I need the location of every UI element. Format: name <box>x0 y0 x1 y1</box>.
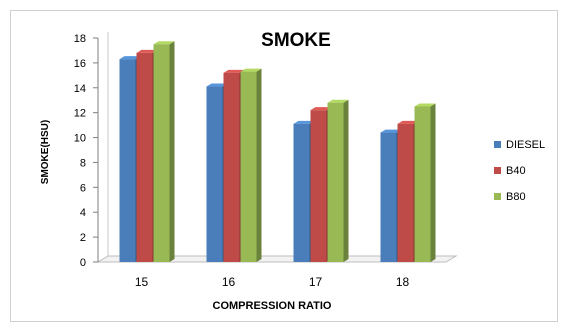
legend-swatch <box>494 141 501 148</box>
legend: DIESEL B40 B80 <box>494 139 545 203</box>
y-tick-label: 0 <box>80 257 86 269</box>
y-tick-label: 10 <box>74 133 86 145</box>
bar-b40-16 <box>223 72 240 262</box>
y-tick-label: 4 <box>80 207 86 219</box>
bar-top <box>397 120 419 124</box>
legend-swatch <box>494 193 501 200</box>
x-tick-label: 16 <box>222 275 236 289</box>
legend-label: B80 <box>506 191 526 203</box>
bar-diesel-16 <box>206 86 223 263</box>
y-tick-label: 12 <box>74 108 86 120</box>
bar-b40-18 <box>397 123 414 262</box>
bar-top <box>223 69 245 73</box>
bar-b80-15 <box>153 44 170 262</box>
bar-diesel-18 <box>380 132 397 262</box>
legend-label: DIESEL <box>506 139 545 151</box>
bar-side <box>430 103 436 262</box>
y-tick-label: 18 <box>74 33 86 45</box>
y-tick-label: 14 <box>74 83 86 95</box>
y-tick-label: 8 <box>80 157 86 169</box>
bar-b40-15 <box>136 52 153 262</box>
bar-top <box>206 83 228 87</box>
bar-b80-17 <box>327 102 344 262</box>
bar-side <box>256 68 262 262</box>
bar-top <box>327 99 349 103</box>
x-tick-label: 18 <box>396 275 410 289</box>
y-tick-label: 6 <box>80 182 86 194</box>
legend-swatch <box>494 167 501 174</box>
bar-b80-16 <box>240 71 257 262</box>
bar-top <box>240 68 262 72</box>
y-axis-label: SMOKE(HSU) <box>40 120 51 184</box>
bar-top <box>136 49 158 53</box>
bar-top <box>414 103 436 107</box>
x-tick-label: 15 <box>135 275 149 289</box>
bar-top <box>153 41 175 45</box>
bars <box>119 41 436 263</box>
y-tick-label: 2 <box>80 232 86 244</box>
bar-b40-17 <box>310 110 327 262</box>
bar-b80-18 <box>414 106 431 262</box>
bar-top <box>380 129 402 133</box>
x-axis-label: COMPRESSION RATIO <box>213 300 332 312</box>
bar-side <box>169 41 175 262</box>
bar-diesel-15 <box>119 59 136 263</box>
legend-label: B40 <box>506 165 526 177</box>
bar-top <box>119 56 141 60</box>
bar-top <box>310 107 332 111</box>
chart-frame <box>10 10 558 322</box>
y-tick-label: 16 <box>74 58 86 70</box>
x-tick-label: 17 <box>309 275 323 289</box>
bar-top <box>293 120 315 124</box>
chart-title: SMOKE <box>261 30 331 51</box>
axes: 0 2 4 6 8 10 12 14 16 18 15 16 17 18 <box>74 32 458 289</box>
bar-side <box>343 99 349 262</box>
bar-diesel-17 <box>293 123 310 262</box>
